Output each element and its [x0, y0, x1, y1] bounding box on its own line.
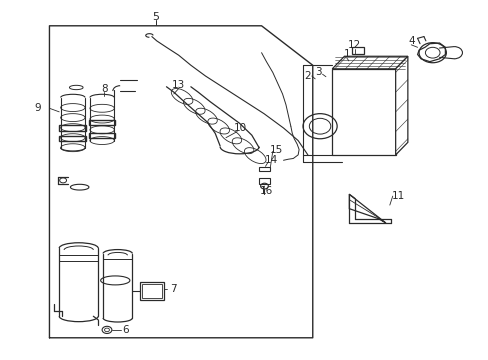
Text: 4: 4: [407, 36, 414, 46]
Text: 8: 8: [101, 84, 107, 94]
Bar: [89, 133, 115, 138]
Polygon shape: [348, 194, 385, 223]
Bar: [59, 126, 86, 131]
Text: 6: 6: [122, 325, 128, 335]
Text: 15: 15: [269, 144, 283, 154]
Bar: [142, 284, 161, 298]
Bar: [351, 46, 363, 54]
Polygon shape: [331, 56, 407, 69]
Text: 13: 13: [172, 80, 185, 90]
Bar: [259, 178, 269, 184]
Text: 12: 12: [347, 40, 361, 50]
Text: 9: 9: [34, 103, 41, 113]
Bar: [89, 120, 115, 125]
Bar: [59, 136, 86, 141]
Text: 3: 3: [315, 67, 321, 77]
Text: 2: 2: [304, 71, 310, 81]
Text: 14: 14: [264, 155, 277, 165]
Text: 5: 5: [152, 12, 159, 22]
Text: 11: 11: [391, 191, 404, 201]
Text: 10: 10: [234, 123, 246, 133]
Bar: [259, 167, 269, 171]
Text: 1: 1: [343, 49, 349, 59]
Text: 16: 16: [259, 186, 272, 196]
Polygon shape: [395, 56, 407, 155]
Bar: [140, 282, 163, 300]
Text: 7: 7: [170, 284, 177, 294]
Bar: [331, 69, 395, 155]
